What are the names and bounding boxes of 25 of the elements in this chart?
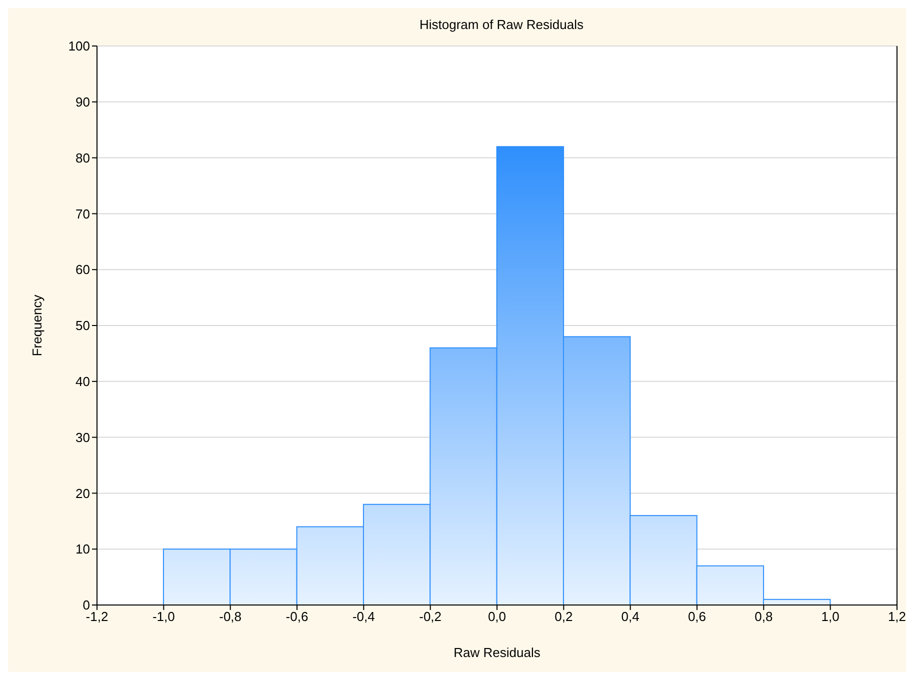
- y-tick-label: 10: [76, 542, 90, 557]
- x-tick-label: 0,0: [488, 609, 506, 624]
- y-tick-label: 100: [68, 38, 90, 54]
- y-tick-label: 60: [76, 262, 90, 278]
- x-tick-label: 0,2: [554, 609, 573, 624]
- y-axis-title: Frequency: [30, 294, 45, 356]
- y-tick-label: 30: [76, 430, 90, 445]
- chart-title: Histogram of Raw Residuals: [418, 16, 584, 34]
- y-tick-label: 50: [76, 318, 90, 334]
- x-axis-title: Raw Residuals: [454, 645, 541, 660]
- x-tick-label: -0,8: [219, 609, 242, 624]
- x-tick-label: -0,4: [352, 609, 375, 624]
- y-tick-label: 40: [76, 374, 90, 390]
- x-tick-label: -0,2: [419, 609, 442, 624]
- y-tick-label: 20: [76, 486, 90, 501]
- x-tick-label: 0,8: [754, 609, 773, 624]
- x-tick-label: 0,6: [688, 609, 706, 624]
- x-tick-label: 1,2: [888, 609, 906, 624]
- x-tick-label: -0,6: [286, 609, 308, 624]
- x-tick-label: -1,0: [152, 609, 175, 624]
- x-tick-label: 1,0: [821, 609, 840, 624]
- y-tick-label: 70: [76, 206, 90, 222]
- y-tick-label: 80: [76, 150, 90, 166]
- x-tick-label: 0,4: [621, 609, 640, 624]
- y-tick-label: 90: [76, 94, 90, 110]
